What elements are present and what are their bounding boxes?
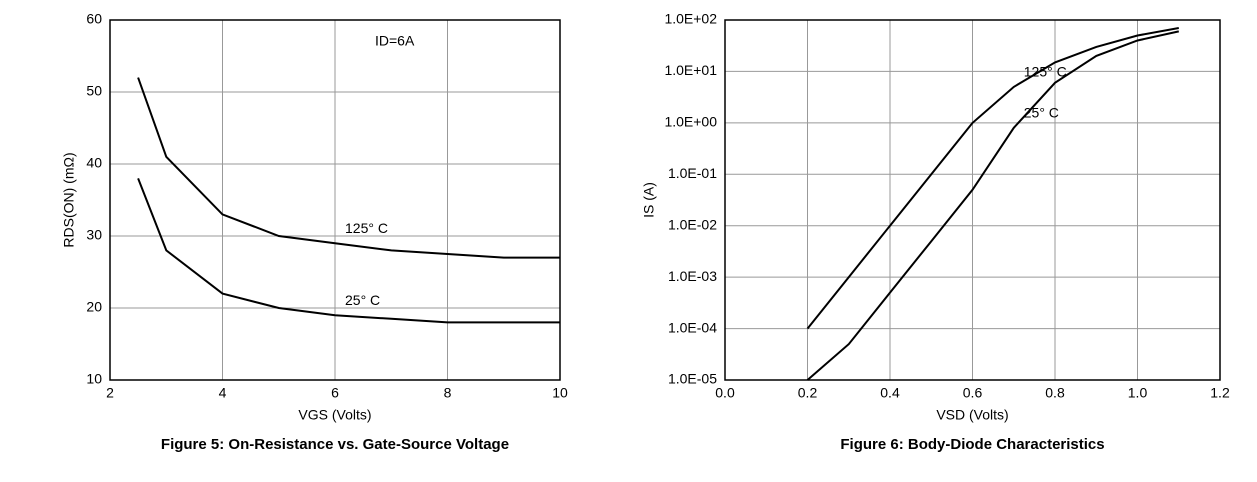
y-tick-label: 1.0E+02: [664, 11, 717, 27]
x-tick-label: 10: [552, 385, 568, 401]
series-line: [806, 30, 1180, 381]
series-line: [137, 178, 560, 324]
y-tick-label: 30: [86, 227, 102, 243]
plot-frame: [109, 19, 561, 381]
plot-frame: [724, 19, 1221, 381]
y-tick-label: 50: [86, 83, 102, 99]
x-tick-label: 1.0: [1128, 385, 1148, 401]
y-tick-label: 10: [86, 371, 102, 387]
x-tick-label: 2: [106, 385, 114, 401]
y-tick-label: 1.0E-04: [668, 319, 717, 335]
y-axis-label: IS (A): [641, 182, 657, 218]
y-tick-label: 1.0E-03: [668, 268, 717, 284]
x-tick-label: 6: [331, 385, 339, 401]
y-tick-label: 1.0E-05: [668, 371, 717, 387]
series-label: 125° C: [345, 220, 388, 236]
y-axis-label: RDS(ON) (mΩ): [61, 152, 77, 247]
y-tick-label: 60: [86, 11, 102, 27]
x-tick-label: 4: [219, 385, 227, 401]
figure-caption: Figure 5: On-Resistance vs. Gate-Source …: [161, 436, 509, 453]
x-tick-label: 0.0: [715, 385, 735, 401]
annotation: ID=6A: [375, 33, 415, 49]
x-axis-label: VGS (Volts): [298, 407, 371, 423]
series-line: [806, 27, 1179, 330]
y-tick-label: 1.0E-02: [668, 216, 717, 232]
x-tick-label: 0.6: [963, 385, 983, 401]
series-label: 25° C: [1024, 105, 1059, 121]
y-tick-label: 1.0E+00: [664, 114, 717, 130]
x-tick-label: 1.2: [1210, 385, 1230, 401]
y-tick-label: 1.0E+01: [664, 62, 717, 78]
x-tick-label: 0.4: [880, 385, 900, 401]
series-label: 25° C: [345, 292, 380, 308]
series-line: [137, 77, 560, 259]
x-axis-label: VSD (Volts): [936, 407, 1008, 423]
y-tick-label: 20: [86, 299, 102, 315]
x-tick-label: 0.8: [1045, 385, 1065, 401]
figure-caption: Figure 6: Body-Diode Characteristics: [840, 436, 1104, 453]
series-label: 125° C: [1024, 64, 1067, 80]
x-tick-label: 8: [444, 385, 452, 401]
y-tick-label: 40: [86, 155, 102, 171]
x-tick-label: 0.2: [798, 385, 818, 401]
y-tick-label: 1.0E-01: [668, 165, 717, 181]
